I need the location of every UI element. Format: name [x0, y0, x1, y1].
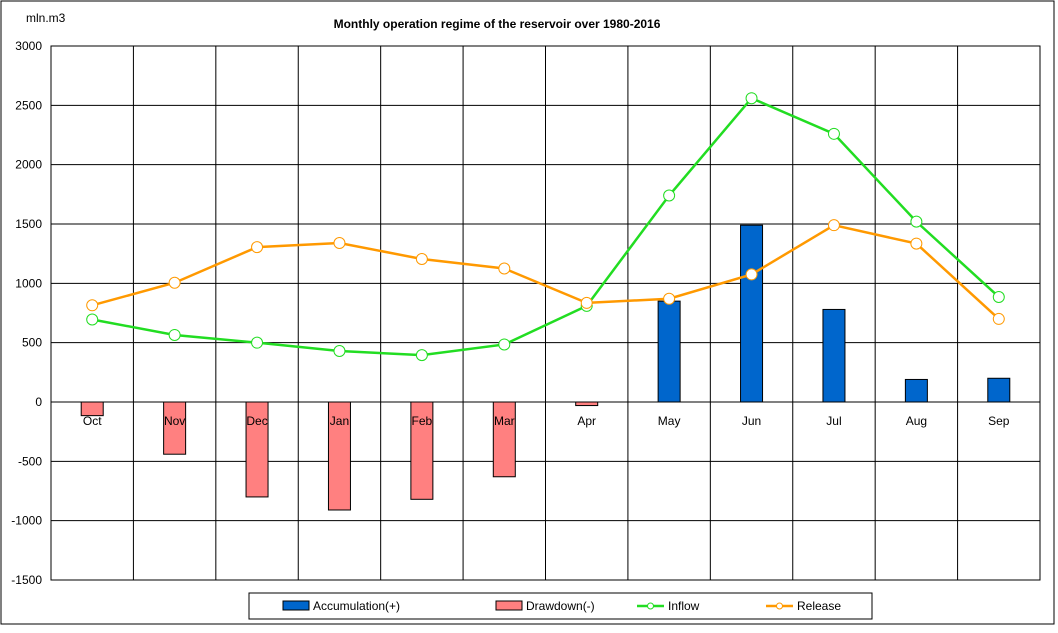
point-release — [580, 296, 593, 309]
legend: Accumulation(+) Drawdown(-) Inflow Release — [248, 592, 873, 620]
point-inflow — [333, 344, 346, 357]
plot-area: -1500 -1000 -500 0 500 1000 1500 2000 2500 3000 Oc… — [11, 39, 1041, 587]
point-release — [168, 276, 181, 289]
x-tick-label: Mar — [494, 414, 515, 428]
bar-drawdown — [163, 401, 187, 455]
point-inflow — [663, 189, 676, 202]
point-release — [415, 253, 428, 266]
point-release — [251, 241, 264, 254]
line-inflow — [91, 96, 1000, 357]
bar-accumulation — [657, 300, 681, 403]
point-inflow — [745, 92, 758, 105]
x-tick-label: Feb — [412, 414, 433, 428]
bar-drawdown — [410, 401, 434, 500]
point-release — [827, 219, 840, 232]
point-inflow — [498, 338, 511, 351]
bar-accumulation — [904, 378, 928, 403]
y-axis-unit-label: mln.m3 — [26, 11, 66, 25]
x-tick-label: Nov — [164, 414, 185, 428]
y-tick-label: 2000 — [15, 158, 42, 172]
bar-drawdown — [80, 401, 104, 417]
legend-marker-release — [776, 602, 783, 610]
y-tick-label: 1500 — [15, 217, 42, 231]
bar-accumulation — [822, 308, 846, 403]
y-tick-label: 3000 — [15, 39, 42, 53]
point-release — [86, 299, 99, 312]
y-tick-label: 2500 — [15, 98, 42, 112]
x-tick-label: Sep — [988, 414, 1010, 428]
y-tick-label: -1500 — [11, 573, 42, 587]
bar-drawdown — [492, 401, 516, 478]
x-tick-label: May — [658, 414, 681, 428]
x-tick-label: Dec — [246, 414, 267, 428]
y-tick-label: 500 — [22, 336, 42, 350]
point-release — [910, 237, 923, 250]
x-tick-label: Jul — [826, 414, 841, 428]
point-inflow — [910, 215, 923, 228]
point-inflow — [415, 349, 428, 362]
point-release — [498, 262, 511, 275]
point-release — [745, 268, 758, 281]
bar-accumulation — [740, 224, 764, 403]
y-tick-label: 1000 — [15, 276, 42, 290]
x-tick-label: Jun — [742, 414, 761, 428]
legend-label-drawdown: Drawdown(-) — [526, 599, 595, 613]
y-tick-label: -1000 — [11, 514, 42, 528]
point-inflow — [86, 313, 99, 326]
point-inflow — [168, 328, 181, 341]
point-inflow — [251, 336, 264, 349]
point-release — [333, 236, 346, 249]
legend-swatch-drawdown — [495, 600, 523, 611]
point-release — [663, 292, 676, 305]
x-tick-label: Apr — [577, 414, 596, 428]
bar-drawdown — [327, 401, 351, 511]
x-tick-label: Oct — [83, 414, 102, 428]
legend-marker-inflow — [647, 602, 654, 610]
bar-drawdown — [245, 401, 269, 498]
legend-label-inflow: Inflow — [668, 599, 700, 613]
point-inflow — [827, 127, 840, 140]
bar-drawdown — [575, 401, 599, 407]
legend-swatch-accumulation — [282, 600, 310, 611]
y-tick-label: -500 — [18, 454, 42, 468]
point-inflow — [992, 290, 1005, 303]
line-release — [91, 223, 1000, 320]
point-release — [992, 312, 1005, 325]
y-tick-label: 0 — [35, 395, 42, 409]
legend-label-accumulation: Accumulation(+) — [313, 599, 400, 613]
x-tick-label: Aug — [906, 414, 927, 428]
bar-accumulation — [987, 377, 1011, 403]
legend-label-release: Release — [797, 599, 841, 613]
chart-title: Monthly operation regime of the reservoi… — [334, 17, 661, 31]
x-tick-label: Jan — [330, 414, 349, 428]
